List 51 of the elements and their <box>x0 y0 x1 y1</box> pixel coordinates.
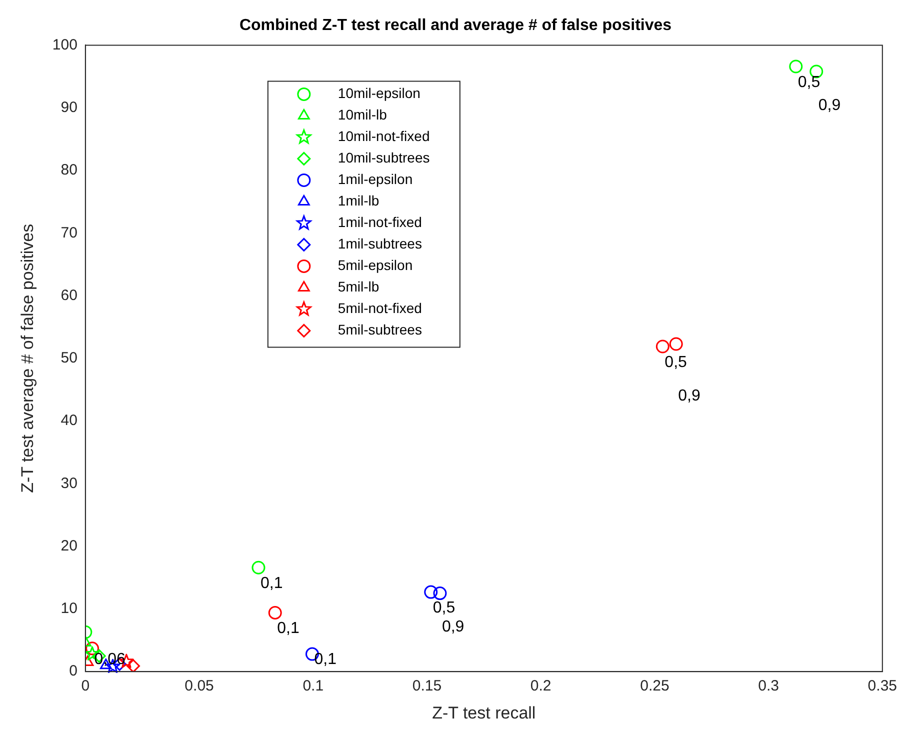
annotation: 0,5 <box>798 74 820 91</box>
point <box>789 60 803 74</box>
y-tick-label: 30 <box>60 474 78 492</box>
annotation: 0,9 <box>818 96 841 114</box>
x-axis-title: Z-T test recall <box>432 703 536 722</box>
annotation: 0,5 <box>664 354 688 371</box>
point <box>252 560 266 574</box>
point <box>433 586 447 600</box>
x-tick-label: 0.3 <box>758 678 779 695</box>
legend-label: 10mil-epsilon <box>338 85 420 102</box>
y-tick-label: 0 <box>69 662 78 680</box>
point <box>656 340 670 354</box>
annotation: 0,5 <box>432 599 456 616</box>
legend-label: 5mil-epsilon <box>338 257 413 274</box>
y-tick-label: 100 <box>52 36 78 54</box>
y-tick-label: 80 <box>60 162 78 179</box>
chart-title: Combined Z-T test recall and average # of false positives <box>239 17 672 34</box>
legend-label: 1mil-epsilon <box>338 171 413 188</box>
y-tick-label: 60 <box>60 286 78 304</box>
y-tick-label: 70 <box>60 224 78 242</box>
legend-label: 5mil-not-fixed <box>338 300 422 316</box>
point <box>424 585 438 599</box>
point <box>268 606 282 620</box>
legend-label: 1mil-subtrees <box>338 236 422 252</box>
x-tick-label: 0 <box>81 678 90 695</box>
annotation: 0,1 <box>314 651 337 668</box>
annotation: 0,1 <box>260 575 283 592</box>
x-tick-label: 0.1 <box>302 678 324 695</box>
annotation: 0,1 <box>277 620 300 638</box>
legend-label: 10mil-not-fixed <box>338 128 430 144</box>
x-tick-label: 0.15 <box>412 678 442 695</box>
x-tick-label: 0.35 <box>868 678 898 695</box>
x-tick-label: 0.25 <box>640 678 670 695</box>
y-tick-label: 20 <box>60 537 78 554</box>
legend-label: 5mil-subtrees <box>338 322 422 338</box>
y-tick-label: 40 <box>60 412 78 430</box>
legend-label: 10mil-lb <box>338 106 388 123</box>
legend-label: 5mil-lb <box>338 278 380 295</box>
legend-label: 1mil-lb <box>338 192 380 209</box>
annotation: 0,9 <box>678 387 700 404</box>
legend-label: 1mil-not-fixed <box>338 214 422 230</box>
point <box>669 337 683 351</box>
y-tick-label: 10 <box>60 600 78 618</box>
legend-label: 10mil-subtrees <box>338 150 430 166</box>
y-tick-label: 50 <box>60 350 78 367</box>
x-tick-label: 0.05 <box>184 678 214 695</box>
y-axis-title: Z-T test average # of false positives <box>18 224 37 493</box>
x-tick-label: 0.2 <box>530 678 552 695</box>
point <box>126 659 140 672</box>
annotation: 0,9 <box>442 618 464 636</box>
y-tick-label: 90 <box>60 98 78 116</box>
